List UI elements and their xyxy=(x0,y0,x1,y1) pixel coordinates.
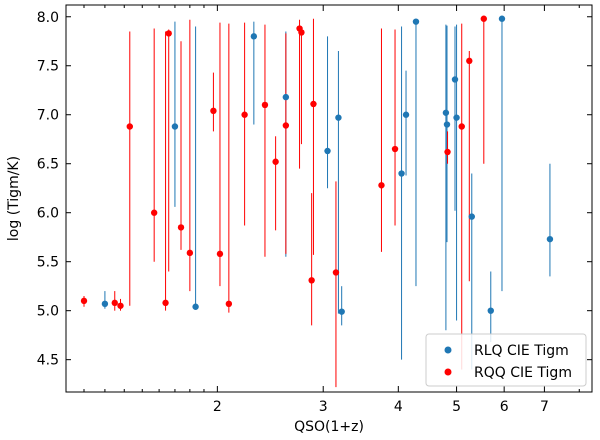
data-point-s0-4 xyxy=(282,93,290,101)
data-point-s1-19 xyxy=(310,100,317,108)
data-point-s1-8 xyxy=(186,249,194,257)
data-point-s1-26 xyxy=(480,15,488,22)
legend-label-rqq: RQQ CIE Tigm xyxy=(474,365,572,381)
data-point-s0-10 xyxy=(412,18,420,25)
data-point-s1-20 xyxy=(332,269,340,276)
data-points xyxy=(80,15,554,315)
data-point-s0-12 xyxy=(443,121,451,128)
x-tick-label-4: 6 xyxy=(500,399,509,415)
data-point-s0-6 xyxy=(335,114,342,121)
legend-label-rlq: RLQ CIE Tigm xyxy=(474,343,569,359)
legend-marker-rqq xyxy=(444,368,452,376)
x-tick-label-2: 4 xyxy=(394,399,403,415)
data-point-s1-21 xyxy=(378,182,385,189)
axis-ticks: 4.5 5.0 5.5 6.0 6.5 7.0 7.5 8.0 2 3 4 5 6 7 xyxy=(37,5,592,415)
legend-box xyxy=(425,333,587,387)
data-point-s1-18 xyxy=(308,277,315,284)
data-point-s1-15 xyxy=(282,122,290,129)
data-point-s0-3 xyxy=(250,33,258,40)
legend: RLQ CIE Tigm RQQ CIE Tigm xyxy=(425,333,587,387)
data-point-s1-0 xyxy=(80,297,88,305)
data-point-s1-11 xyxy=(225,300,233,308)
y-tick-label-5: 7.0 xyxy=(37,108,59,124)
x-tick-label-1: 3 xyxy=(319,399,328,415)
data-point-s0-17 xyxy=(498,15,506,22)
y-tick-label-2: 5.5 xyxy=(37,255,59,271)
data-point-s0-8 xyxy=(398,170,405,177)
data-point-s0-11 xyxy=(442,109,450,116)
data-point-s0-2 xyxy=(192,303,199,310)
data-point-s1-4 xyxy=(150,209,158,216)
y-tick-label-3: 6.0 xyxy=(37,206,59,222)
y-axis-label: log (Tigm/K) xyxy=(6,156,22,241)
data-point-s1-23 xyxy=(444,148,451,156)
data-point-s1-10 xyxy=(216,250,224,258)
x-tick-label-0: 2 xyxy=(213,399,222,415)
data-point-s1-5 xyxy=(162,299,169,307)
data-point-s1-1 xyxy=(111,299,118,307)
data-point-s0-5 xyxy=(324,147,331,155)
legend-marker-rlq xyxy=(444,346,452,354)
y-tick-label-0: 4.5 xyxy=(37,353,59,369)
data-point-s1-17 xyxy=(298,29,305,36)
y-tick-label-7: 8.0 xyxy=(37,10,59,26)
data-point-s1-13 xyxy=(261,101,269,109)
data-point-s1-12 xyxy=(241,111,248,118)
plot-area-frame xyxy=(65,4,593,393)
data-point-s0-18 xyxy=(546,235,554,243)
data-point-s1-7 xyxy=(177,224,185,231)
data-point-s0-9 xyxy=(402,111,410,118)
data-point-s0-14 xyxy=(453,114,460,121)
data-point-s1-6 xyxy=(165,30,172,37)
data-point-s0-0 xyxy=(101,300,109,308)
data-point-s1-9 xyxy=(210,107,217,115)
x-tick-label-5: 7 xyxy=(540,399,549,415)
x-axis-label: QSO(1+z) xyxy=(294,419,364,435)
error-bars xyxy=(83,16,551,388)
y-tick-label-6: 7.5 xyxy=(37,59,59,75)
data-point-s1-3 xyxy=(126,123,133,130)
data-point-s0-7 xyxy=(338,308,345,315)
data-point-s1-25 xyxy=(466,57,473,65)
data-point-s1-2 xyxy=(117,302,124,309)
x-tick-label-3: 5 xyxy=(452,399,461,415)
y-tick-label-4: 6.5 xyxy=(37,157,59,173)
data-point-s1-14 xyxy=(272,158,279,165)
data-point-s1-22 xyxy=(391,145,399,153)
data-point-s0-13 xyxy=(451,76,459,83)
y-tick-label-1: 5.0 xyxy=(37,304,59,320)
data-point-s0-1 xyxy=(171,123,179,130)
data-point-s0-15 xyxy=(468,213,475,220)
data-point-s0-16 xyxy=(487,307,494,314)
data-point-s1-24 xyxy=(458,123,465,130)
